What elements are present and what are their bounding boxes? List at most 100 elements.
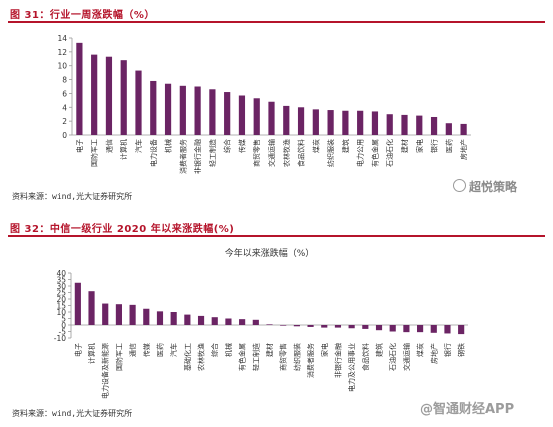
chart2-category-label: 农林牧渔 xyxy=(197,343,206,371)
chart1-category-label: 通信 xyxy=(104,139,113,153)
chart1-bar xyxy=(253,98,260,135)
chart1-bar xyxy=(416,115,423,135)
chart1-category-label: 电力设备 xyxy=(149,139,158,167)
chart1-category-label: 非银行金融 xyxy=(193,139,202,174)
chart1-category-label: 机械 xyxy=(164,139,173,153)
chart2-y-tick-label: 0 xyxy=(61,321,66,330)
chart2-bar xyxy=(252,319,259,325)
chart1-y-tick-label: 14 xyxy=(57,34,67,43)
chart1-bar xyxy=(430,116,438,135)
chart2-category-label: 机械 xyxy=(224,343,233,357)
chart1-bar xyxy=(105,56,113,136)
chart2-y-tick-label: -5 xyxy=(59,328,67,337)
chart2-bar xyxy=(88,291,95,325)
chart2-category-label: 银行 xyxy=(443,343,452,357)
chart2-bar xyxy=(102,303,109,325)
chart1-category-label: 有色金属 xyxy=(370,139,379,167)
chart1-bar xyxy=(283,105,290,135)
chart1-y-tick-label: 6 xyxy=(62,89,67,98)
chart1-category-label: 纺织服装 xyxy=(326,139,335,167)
chart1-category-label: 综合 xyxy=(223,139,232,153)
chart1-y-tick-label: 8 xyxy=(62,76,67,85)
chart1-category-label: 轻工制造 xyxy=(208,139,217,167)
chart1-bar xyxy=(120,60,127,135)
chart1-category-label: 房地产 xyxy=(459,139,468,160)
chart2-y-tick-label: -10 xyxy=(54,334,66,343)
chart1-bar xyxy=(164,83,172,135)
chart2-category-label: 非银行金融 xyxy=(333,343,342,378)
wechat-icon xyxy=(453,179,466,192)
chart1-bar xyxy=(445,123,452,135)
chart2-bar xyxy=(430,325,437,333)
chart2-y-tick-label: 5 xyxy=(61,315,66,324)
chart1-bar xyxy=(91,54,98,135)
figure-32-source: 资料来源：wind,光大证券研究所 xyxy=(12,409,133,418)
chart2-bar xyxy=(375,325,383,331)
chart2-category-label: 电力及公用事业 xyxy=(347,343,356,392)
chart2-bar xyxy=(115,304,122,325)
chart2-y-tick-label: 10 xyxy=(56,308,66,317)
chart2-category-label: 建材 xyxy=(265,343,274,357)
figure-32-title-rule xyxy=(8,235,545,237)
chart2-category-label: 轻工制造 xyxy=(251,343,260,371)
chart2-y-tick-label: 20 xyxy=(56,295,66,304)
chart1-bar xyxy=(76,42,83,135)
chart1-bar xyxy=(327,110,334,135)
chart2-category-label: 医药 xyxy=(155,343,164,357)
chart1-category-label: 传媒 xyxy=(237,139,246,153)
chart1-category-label: 家电 xyxy=(415,139,424,153)
chart1-bar xyxy=(179,85,186,135)
chart1-bar xyxy=(312,109,319,135)
chart1-bar xyxy=(342,110,349,135)
chart2-category-label: 建筑 xyxy=(375,343,384,357)
chart1-category-label: 消费者服务 xyxy=(178,139,187,174)
figure-31-title-rule xyxy=(8,21,545,23)
watermark-top: 超悦策略 xyxy=(453,178,517,195)
chart1-bar xyxy=(371,111,379,135)
chart2-category-label: 交通运输 xyxy=(402,343,411,371)
chart1-y-tick-label: 10 xyxy=(57,62,67,71)
chart1-bar xyxy=(224,92,231,135)
chart2-y-tick-label: 35 xyxy=(56,276,66,285)
chart1-category-label: 农林牧渔 xyxy=(282,139,291,167)
chart2-bar xyxy=(389,325,396,332)
chart2-category-label: 房地产 xyxy=(429,343,438,364)
chart2-bar xyxy=(417,325,424,333)
chart2-y-tick-label: 30 xyxy=(56,282,66,291)
chart2-bar xyxy=(239,319,246,325)
chart2-bar xyxy=(334,325,342,328)
chart1-category-label: 交通运输 xyxy=(267,139,276,167)
chart1-category-label: 汽车 xyxy=(134,139,143,153)
chart1-y-tick-label: 0 xyxy=(62,131,67,140)
chart2-category-label: 石油石化 xyxy=(388,343,397,371)
watermark-top-text: 超悦策略 xyxy=(469,180,518,194)
chart2-category-label: 计算机 xyxy=(87,343,96,364)
chart1-bar xyxy=(238,95,246,135)
chart2-bar xyxy=(362,325,369,329)
chart2-bar xyxy=(197,315,205,325)
figure-31-source: 资料来源：wind,光大证券研究所 xyxy=(12,192,133,201)
chart2-bar xyxy=(458,325,465,335)
watermark-bottom-text: @智通财经APP xyxy=(420,402,515,417)
chart2-y-tick-label: 40 xyxy=(56,269,66,278)
chart1-category-label: 医药 xyxy=(444,139,453,153)
chart2-bar xyxy=(444,325,451,334)
chart1-bar xyxy=(401,114,408,135)
chart1-bar xyxy=(209,89,216,135)
chart2-bar xyxy=(266,324,273,325)
chart1-bar xyxy=(135,70,142,135)
chart1-category-label: 银行 xyxy=(430,139,439,153)
chart1-category-label: 计算机 xyxy=(119,139,128,160)
chart1-category-label: 电力公用 xyxy=(356,139,365,167)
chart2-y-tick-label: 15 xyxy=(56,302,66,311)
chart2-bar xyxy=(74,282,81,325)
chart2-bar xyxy=(321,325,328,328)
chart2-category-label: 汽车 xyxy=(169,343,178,357)
chart1-bar xyxy=(386,114,393,135)
chart2-title: 今年以来涨跌幅（%） xyxy=(225,247,315,259)
chart2-category-label: 通信 xyxy=(128,343,137,357)
chart2-category-label: 基础化工 xyxy=(183,343,192,371)
chart2-category-label: 电力设备及新能源 xyxy=(101,343,110,399)
figure-31-chart: 0 2 4 6 8 10 12 14 电子 国防军工 通信 计算机 汽车 电力设备 机械 消费者服务 非银行金融… xyxy=(57,34,471,174)
